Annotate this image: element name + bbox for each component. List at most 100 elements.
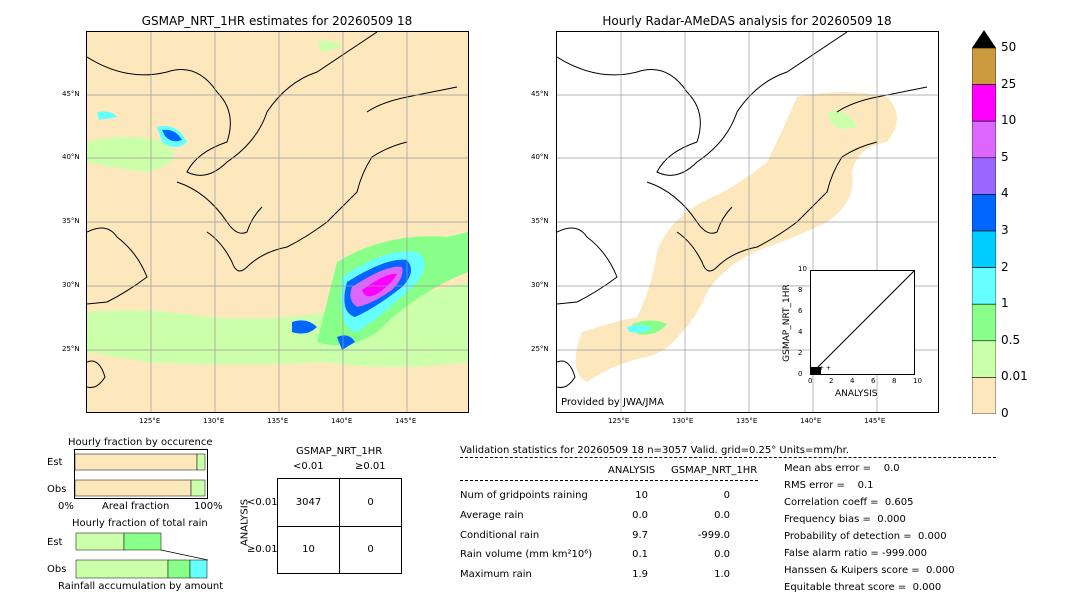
- validation-row-label: Average rain: [460, 510, 524, 521]
- occurrence-obs-bar: [74, 479, 192, 497]
- occurrence-title: Hourly fraction by occurence: [68, 437, 213, 448]
- colorbar-segment: [971, 194, 997, 232]
- contingency-row-lt: <0.01: [247, 497, 278, 508]
- colorbar-tick-label: 1: [1001, 296, 1009, 311]
- contingency-col-lt: <0.01: [293, 461, 324, 472]
- scatter-y-tick: 4: [798, 328, 803, 336]
- left-map-canvas: [87, 32, 468, 412]
- amount-axes: [74, 530, 209, 580]
- colorbar-extend-triangle: [972, 30, 996, 48]
- amount-connector: [160, 549, 209, 561]
- colorbar-segment: [971, 120, 997, 159]
- validation-row-label: Maximum rain: [460, 569, 532, 580]
- amount-est-bar-b: [123, 532, 162, 551]
- scatter-y-tick: 2: [798, 349, 803, 357]
- contingency-cell: 0: [367, 544, 374, 555]
- left-lon-label: 130°E: [203, 417, 225, 425]
- colorbar-tick-label: 25: [1001, 76, 1017, 91]
- scatter-points: + +: [811, 365, 831, 374]
- right-lat-label: 45°N: [531, 90, 549, 98]
- colorbar-tick-label: 4: [1001, 186, 1009, 201]
- validation-row-gsmap: 0.0: [714, 510, 730, 521]
- left-lon-label: 135°E: [267, 417, 289, 425]
- colorbar-tick-label: 5: [1001, 149, 1009, 164]
- validation-row-gsmap: 1.0: [714, 569, 730, 580]
- svg-text:+ +: + +: [819, 365, 831, 372]
- contingency-grid: 3047 0 10 0: [277, 478, 402, 574]
- scatter-x-tick: 6: [871, 377, 876, 385]
- colorbar-tick-label: 0.01: [1001, 369, 1028, 384]
- colorbar: [971, 30, 997, 415]
- amount-obs-bar-c: [189, 559, 208, 579]
- validation-row-label: Conditional rain: [460, 530, 540, 541]
- validation-row-analysis: 10: [635, 490, 648, 501]
- amount-title: Hourly fraction of total rain: [72, 518, 208, 529]
- validation-col-analysis: ANALYSIS: [608, 465, 656, 476]
- validation-divider: [460, 457, 996, 458]
- validation-row-analysis: 1.9: [632, 569, 648, 580]
- score-hk: Hanssen & Kuipers score = 0.000: [784, 565, 955, 576]
- occurrence-est-bar: [74, 453, 198, 471]
- validation-col-gsmap: GSMAP_NRT_1HR: [671, 465, 758, 476]
- score-ets: Equitable threat score = 0.000: [784, 582, 942, 593]
- left-lat-label: 45°N: [62, 90, 80, 98]
- validation-row-gsmap: -999.0: [697, 530, 730, 541]
- left-gridlines: [87, 32, 468, 412]
- colorbar-segment: [971, 377, 997, 415]
- left-lat-label: 30°N: [62, 281, 80, 289]
- colorbar-canvas: [971, 30, 997, 415]
- colorbar-tick-label: 50: [1001, 40, 1017, 54]
- left-lat-label: 40°N: [62, 153, 80, 161]
- occurrence-est-bar-rain: [196, 453, 206, 471]
- scatter-y-tick: 0: [798, 370, 803, 378]
- left-rain-field: [87, 40, 468, 367]
- score-far: False alarm ratio = -999.000: [784, 548, 927, 559]
- scatter-x-tick: 2: [829, 377, 834, 385]
- left-lat-label: 35°N: [62, 217, 80, 225]
- scatter-y-tick: 8: [798, 286, 803, 294]
- validation-header: Validation statistics for 20260509 18 n=…: [460, 445, 849, 456]
- occurrence-bars: [74, 453, 206, 497]
- right-lon-label: 145°E: [864, 417, 886, 425]
- validation-subdivider: [460, 480, 758, 481]
- contingency-title: GSMAP_NRT_1HR: [296, 446, 383, 457]
- amount-row-obs: Obs: [47, 564, 67, 575]
- scatter-ylabel: GSMAP_NRT_1HR: [782, 284, 792, 362]
- scatter-inset: + +: [810, 270, 915, 375]
- colorbar-segment: [971, 303, 997, 342]
- right-map-title: Hourly Radar-AMeDAS analysis for 2026050…: [602, 14, 892, 28]
- provided-by-label: Provided by JWA/JMA: [561, 397, 664, 408]
- left-lon-label: 140°E: [331, 417, 353, 425]
- right-lon-label: 140°E: [800, 417, 822, 425]
- colorbar-segment: [971, 267, 997, 305]
- contingency-cell: 0: [367, 497, 374, 508]
- right-lat-label: 40°N: [531, 153, 549, 161]
- occurrence-row-obs: Obs: [47, 484, 67, 495]
- colorbar-tick-label: 0: [1001, 406, 1009, 420]
- occurrence-xlabel-left: 0%: [58, 501, 74, 512]
- occurrence-row-est: Est: [47, 457, 63, 468]
- scatter-canvas: + +: [810, 270, 915, 375]
- amount-bars: [75, 532, 209, 579]
- right-lat-label: 30°N: [531, 281, 549, 289]
- contingency-row-ge: ≥0.01: [247, 544, 278, 555]
- score-freq-bias: Frequency bias = 0.000: [784, 514, 906, 525]
- score-pod: Probability of detection = 0.000: [784, 531, 947, 542]
- contingency-cell: 3047: [295, 497, 322, 508]
- score-corr: Correlation coeff = 0.605: [784, 497, 914, 508]
- scatter-xlabel: ANALYSIS: [835, 389, 878, 399]
- colorbar-segment: [971, 157, 997, 195]
- right-lat-label: 25°N: [531, 345, 549, 353]
- occurrence-obs-bar-rain: [190, 479, 206, 497]
- scatter-diagonal: [810, 270, 915, 375]
- colorbar-tick-label: 10: [1001, 113, 1017, 128]
- validation-row-analysis: 0.1: [632, 549, 648, 560]
- amount-est-bar-a: [75, 532, 125, 551]
- colorbar-tick-label: 3: [1001, 223, 1009, 237]
- amount-row-est: Est: [47, 537, 63, 548]
- scatter-y-tick: 10: [798, 265, 807, 273]
- scatter-x-tick: 0: [808, 377, 813, 385]
- left-map-title: GSMAP_NRT_1HR estimates for 20260509 18: [141, 14, 413, 28]
- validation-row-gsmap: 0.0: [714, 549, 730, 560]
- right-radar-coverage: [575, 92, 897, 382]
